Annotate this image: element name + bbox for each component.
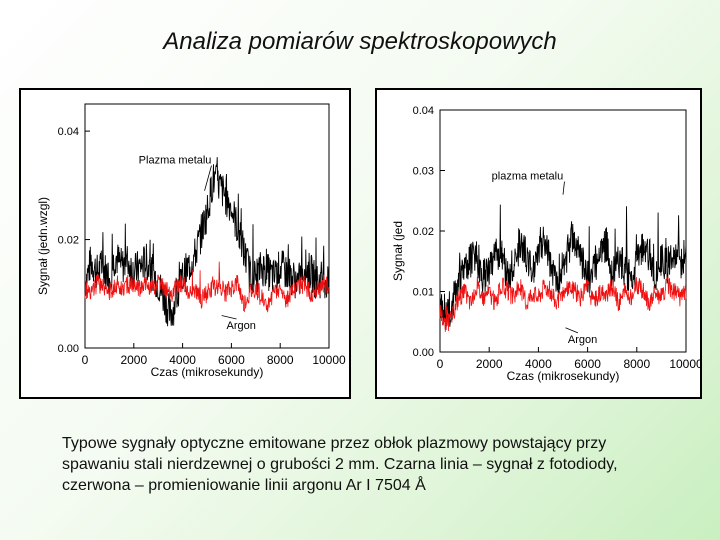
x-axis-label: Czas (mikrosekundy) [507,369,620,383]
x-tick-label: 8000 [267,353,294,367]
annotation-label: Plazma metalu [139,155,212,167]
plot-area [439,109,687,353]
y-tick-label: 0.04 [58,126,79,138]
x-tick-label: 10000 [669,357,700,371]
y-tick-label: 0.01 [413,287,434,299]
annotation-label: plazma metalu [492,171,564,183]
x-tick-label: 8000 [623,357,650,371]
chart-right-svg: 0.00 0.01 0.02 0.03 0.04 0 2000 4000 6000 8000 100… [391,105,700,383]
y-tick-label: 0.02 [413,226,434,238]
series-photodiode-line [439,204,687,329]
y-tick-label: 0.03 [413,166,434,178]
annotation-label: Argon [568,334,597,346]
x-tick-label: 6000 [574,357,601,371]
y-tick-label: 0.00 [58,343,79,355]
plot-area [84,103,330,349]
chart-left: 0.00 0.02 0.04 0 2000 4000 6000 8000 10000 Czas (… [19,88,351,399]
annotation-leader [221,315,237,320]
chart-right: 0.00 0.01 0.02 0.03 0.04 0 2000 4000 6000 8000 100… [375,88,702,399]
x-tick-label: 10000 [312,353,346,367]
y-tick-label: 0.00 [413,347,434,359]
slide-caption: Typowe sygnały optyczne emitowane przez … [62,435,618,494]
series-argon-line [439,276,687,332]
series-photodiode-line [84,157,330,327]
x-tick-label: 6000 [218,353,245,367]
slide-title: Analiza pomiarów spektroskopowych [163,28,557,55]
x-tick-label: 2000 [476,357,503,371]
x-tick-label: 4000 [169,353,196,367]
x-tick-label: 0 [82,353,89,367]
y-tick-label: 0.04 [413,105,434,117]
annotation-label: Argon [227,320,256,332]
annotation-leader [204,165,212,191]
y-tick-label: 0.02 [58,235,79,247]
x-tick-label: 2000 [120,353,147,367]
annotation-leader [565,327,579,334]
series-argon-line [84,261,330,313]
x-axis-label: Czas (mikrosekundy) [151,365,264,379]
y-axis-label: Sygnał (jedn.wzgl) [36,197,50,295]
annotation-leader [562,181,565,195]
x-tick-label: 4000 [525,357,552,371]
y-axis-label: Sygnał (jed [391,221,405,281]
x-tick-label: 0 [437,357,444,371]
chart-left-svg: 0.00 0.02 0.04 0 2000 4000 6000 8000 10000 Czas (… [36,103,346,379]
